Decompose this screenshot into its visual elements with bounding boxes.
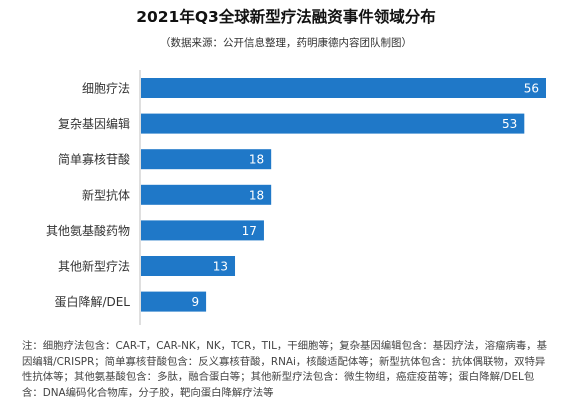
- bar-value-label: 13: [213, 260, 228, 274]
- bar: [141, 149, 272, 170]
- bar-value-label: 18: [249, 153, 264, 167]
- bar-value-label: 9: [191, 295, 199, 309]
- bar-value-label: 53: [502, 117, 517, 131]
- category-label: 其他新型疗法: [58, 259, 130, 274]
- bar-value-label: 56: [524, 82, 539, 96]
- bar-chart: 2021年Q3全球新型疗法融资事件领域分布 （数据来源：公开信息整理，药明康德内…: [46, 7, 546, 325]
- category-label: 蛋白降解/DEL: [54, 294, 130, 309]
- chart-subtitle: （数据来源：公开信息整理，药明康德内容团队制图）: [160, 36, 412, 49]
- bar-value-label: 18: [249, 188, 264, 202]
- chart-title: 2021年Q3全球新型疗法融资事件领域分布: [136, 7, 436, 26]
- category-label: 复杂基因编辑: [58, 116, 130, 131]
- bar: [141, 220, 264, 241]
- bar: [141, 113, 525, 134]
- bar: [141, 256, 236, 276]
- category-label: 其他氨基酸药物: [46, 223, 130, 238]
- bar: [141, 184, 272, 205]
- category-label: 简单寡核苷酸: [58, 152, 130, 167]
- bar: [141, 291, 207, 312]
- bar: [141, 78, 546, 98]
- bars-group: 细胞疗法 56 复杂基因编辑 53 简单寡核苷酸 18 新型抗体 18 其他氨基酸药物 17 其他新…: [46, 78, 546, 312]
- bar-value-label: 17: [242, 224, 257, 238]
- footnote: 注：细胞疗法包含：CAR-T，CAR-NK，NK，TCR，TIL，干细胞等；复杂…: [22, 340, 548, 399]
- category-label: 新型抗体: [82, 187, 130, 202]
- category-label: 细胞疗法: [82, 82, 130, 96]
